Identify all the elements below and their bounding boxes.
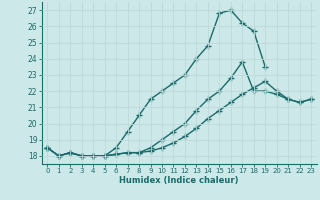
X-axis label: Humidex (Indice chaleur): Humidex (Indice chaleur) [119,176,239,185]
